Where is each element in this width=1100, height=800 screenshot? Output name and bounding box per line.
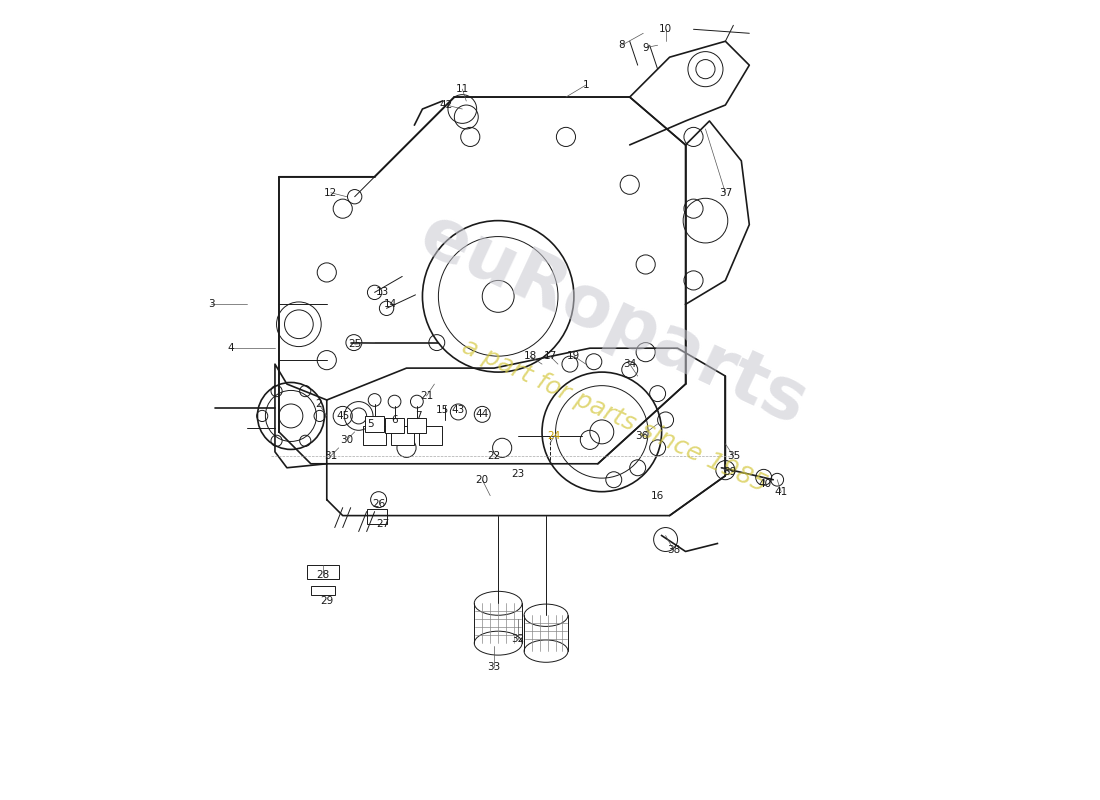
Text: 10: 10 (659, 24, 672, 34)
Text: 11: 11 (455, 84, 469, 94)
Text: 26: 26 (372, 498, 385, 509)
Text: a part for parts since 1985: a part for parts since 1985 (458, 334, 770, 498)
Text: 43: 43 (452, 405, 465, 414)
Bar (311, 586, 334, 595)
Text: 6: 6 (392, 415, 398, 425)
Bar (363, 426, 386, 446)
Text: 41: 41 (774, 486, 788, 497)
Text: 4: 4 (228, 343, 234, 353)
Text: 29: 29 (320, 596, 333, 606)
Bar (366, 510, 386, 523)
Text: 35: 35 (727, 451, 740, 461)
Text: 3: 3 (208, 299, 214, 310)
Text: 39: 39 (723, 466, 736, 477)
Text: 8: 8 (618, 40, 625, 50)
Bar (385, 418, 404, 434)
Bar (419, 426, 441, 446)
Text: 20: 20 (475, 474, 488, 485)
Text: 12: 12 (324, 188, 338, 198)
Text: 15: 15 (436, 405, 449, 414)
Text: 30: 30 (340, 435, 353, 445)
Text: 45: 45 (337, 411, 350, 421)
Text: 34: 34 (623, 359, 636, 369)
Text: 22: 22 (487, 451, 500, 461)
Text: 16: 16 (651, 490, 664, 501)
Text: 25: 25 (348, 339, 361, 349)
Text: 27: 27 (376, 518, 389, 529)
Text: 37: 37 (718, 188, 732, 198)
Text: 2: 2 (316, 399, 322, 409)
Text: 36: 36 (635, 431, 648, 441)
Text: 32: 32 (512, 634, 525, 644)
Text: euRoparts: euRoparts (409, 200, 818, 440)
Text: 28: 28 (316, 570, 329, 580)
Text: 23: 23 (512, 469, 525, 479)
Bar (365, 416, 384, 432)
Text: 31: 31 (324, 451, 338, 461)
Text: 44: 44 (475, 409, 488, 418)
Text: 9: 9 (642, 42, 649, 53)
Text: 7: 7 (415, 411, 421, 421)
Text: 33: 33 (487, 662, 500, 672)
Text: 14: 14 (384, 299, 397, 310)
Bar (392, 426, 414, 446)
Text: 40: 40 (759, 478, 772, 489)
Text: 17: 17 (543, 351, 557, 361)
Bar (307, 565, 339, 579)
Bar (407, 418, 427, 434)
Text: 5: 5 (367, 419, 374, 429)
Text: 42: 42 (440, 100, 453, 110)
Text: 1: 1 (583, 80, 590, 90)
Text: 18: 18 (524, 351, 537, 361)
Text: 19: 19 (568, 351, 581, 361)
Text: 21: 21 (420, 391, 433, 401)
Text: 24: 24 (548, 431, 561, 441)
Text: 13: 13 (376, 287, 389, 298)
Text: 38: 38 (667, 545, 680, 555)
